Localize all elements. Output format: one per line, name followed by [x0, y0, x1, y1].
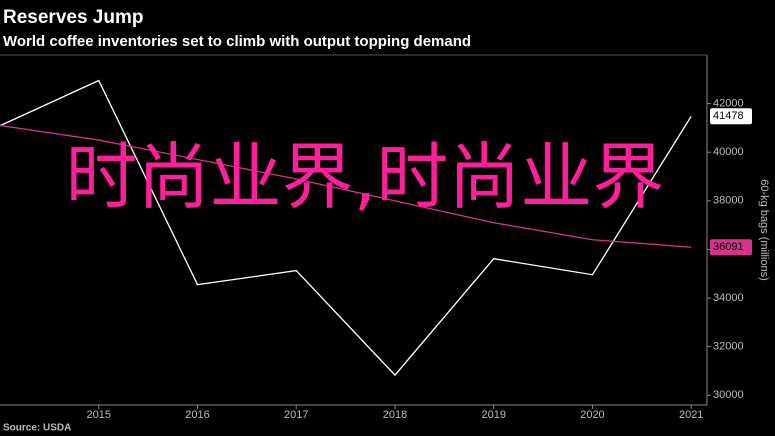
x-tick-label: 2016 [185, 409, 209, 421]
last-value-box [710, 108, 752, 125]
last-value-box [710, 239, 752, 256]
y-tick-label: 32000 [713, 341, 744, 353]
last-value-label: 36091 [713, 241, 744, 253]
x-tick-label: 2021 [679, 409, 703, 421]
y-axis-label: 60-kg bags (millions) [758, 179, 770, 280]
x-tick-label: 2019 [481, 409, 505, 421]
y-tick-label: 30000 [713, 389, 744, 401]
x-tick-label: 2018 [383, 409, 407, 421]
series-line [0, 79, 692, 377]
x-tick-label: 2015 [87, 409, 111, 421]
y-tick-label: 40000 [713, 146, 744, 158]
y-tick-label: 34000 [713, 292, 744, 304]
source: Source: USDA [3, 423, 71, 434]
chart-title: Reserves Jump [3, 7, 143, 28]
series-line [0, 124, 692, 248]
chart-subtitle: World coffee inventories set to climb wi… [3, 33, 471, 50]
y-tick-label: 42000 [713, 98, 744, 110]
x-tick-label: 2020 [580, 409, 604, 421]
last-value-label: 41478 [713, 110, 744, 122]
x-tick-label: 2017 [284, 409, 308, 421]
y-tick-label: 38000 [713, 195, 744, 207]
